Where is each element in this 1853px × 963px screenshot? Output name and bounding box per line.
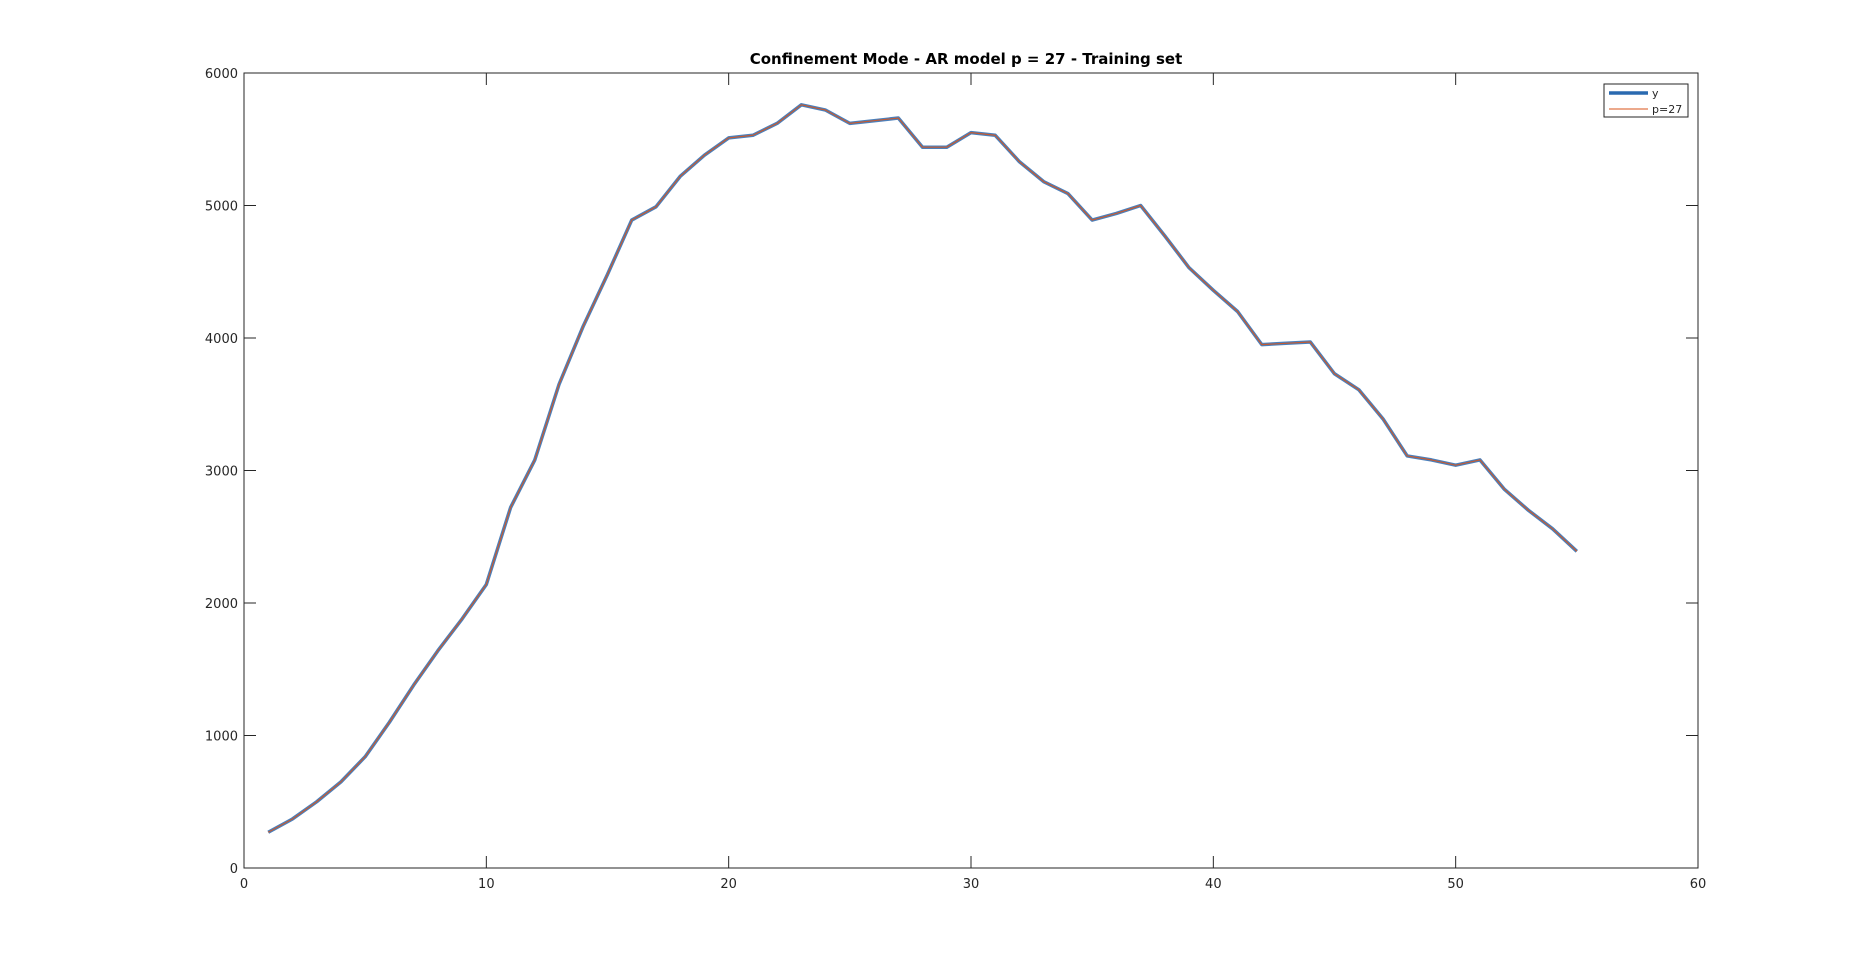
- x-tick-label-0: 0: [240, 877, 248, 892]
- series-line-p27: [267, 104, 1578, 833]
- x-axis: 0 10 20 30 40 50 60: [240, 73, 1706, 892]
- y-tick-label-2000: 2000: [205, 597, 238, 612]
- y-tick-label-5000: 5000: [205, 200, 238, 215]
- x-tick-label-20: 20: [720, 877, 737, 892]
- x-tick-label-40: 40: [1205, 877, 1222, 892]
- y-tick-label-3000: 3000: [205, 465, 238, 480]
- y-axis: 0 1000 2000 3000 4000 5000 6000: [205, 67, 1698, 877]
- chart-title: Confinement Mode - AR model p = 27 - Tra…: [750, 50, 1183, 68]
- plot-area: [243, 72, 1699, 869]
- x-tick-label-60: 60: [1690, 877, 1707, 892]
- legend-label-y: y: [1652, 87, 1659, 100]
- legend-box: [1603, 83, 1689, 118]
- x-tick-label-30: 30: [963, 877, 980, 892]
- legend: y p=27: [1603, 83, 1689, 118]
- y-tick-label-1000: 1000: [205, 730, 238, 745]
- y-tick-label-4000: 4000: [205, 332, 238, 347]
- y-tick-label-0: 0: [230, 862, 238, 877]
- series-layer: [267, 103, 1579, 834]
- y-tick-label-6000: 6000: [205, 67, 238, 82]
- x-tick-label-50: 50: [1447, 877, 1464, 892]
- x-tick-label-10: 10: [478, 877, 495, 892]
- legend-label-p27: p=27: [1652, 103, 1682, 116]
